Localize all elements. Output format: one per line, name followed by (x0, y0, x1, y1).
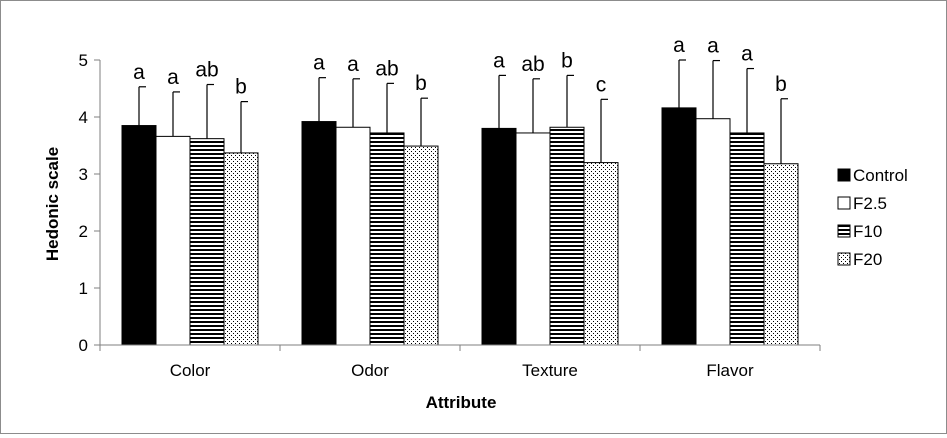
bar-f10-texture (549, 126, 585, 346)
y-tick-label: 1 (79, 279, 88, 298)
legend-label: F10 (853, 222, 882, 241)
significance-letter: a (133, 61, 145, 84)
legend-label: Control (853, 166, 908, 185)
legend-swatch (837, 196, 851, 210)
bar-f25-odor (335, 126, 371, 346)
bar-f25-flavor (695, 118, 731, 346)
significance-letter: ab (195, 59, 218, 82)
bar-f10-color (189, 138, 225, 346)
x-tick-label: Odor (351, 361, 389, 380)
x-axis-label: Attribute (426, 393, 497, 412)
x-tick-label: Color (170, 361, 211, 380)
legend-label: F20 (853, 250, 882, 269)
significance-letter: a (493, 49, 505, 72)
significance-letter: c (596, 73, 607, 96)
y-tick-label: 0 (79, 336, 88, 355)
significance-letter: a (347, 53, 359, 76)
significance-letter: b (775, 73, 787, 96)
bar-control-flavor (661, 107, 697, 346)
legend-swatch (837, 168, 851, 182)
x-tick-label: Flavor (706, 361, 754, 380)
bar-control-color (121, 125, 157, 346)
y-tick-label: 5 (79, 51, 88, 70)
significance-letter: a (167, 66, 179, 89)
bar-f20-color (223, 152, 259, 346)
bar-control-odor (301, 121, 337, 346)
y-axis-label: Hedonic scale (43, 147, 62, 261)
bar-f20-texture (583, 162, 619, 346)
significance-letter: a (313, 52, 325, 75)
legend-swatch (837, 224, 851, 238)
significance-letter: a (707, 35, 719, 58)
bar-f10-flavor (729, 132, 765, 346)
bar-f10-odor (369, 132, 405, 346)
significance-letter: a (741, 43, 753, 66)
bar-f25-color (155, 135, 191, 346)
y-tick-label: 2 (79, 222, 88, 241)
y-tick-label: 4 (79, 108, 88, 127)
legend-swatch (837, 252, 851, 266)
significance-letter: b (235, 76, 247, 99)
bar-f20-odor (403, 145, 439, 346)
significance-letter: b (415, 72, 427, 95)
significance-letter: ab (521, 53, 544, 76)
significance-letter: ab (375, 57, 398, 80)
bar-control-texture (481, 127, 517, 346)
y-tick-label: 3 (79, 165, 88, 184)
legend-label: F2.5 (853, 194, 887, 213)
significance-letter: b (561, 49, 573, 72)
bar-f25-texture (515, 132, 551, 346)
bar-f20-flavor (763, 163, 799, 346)
significance-letter: a (673, 34, 685, 57)
x-tick-label: Texture (522, 361, 578, 380)
